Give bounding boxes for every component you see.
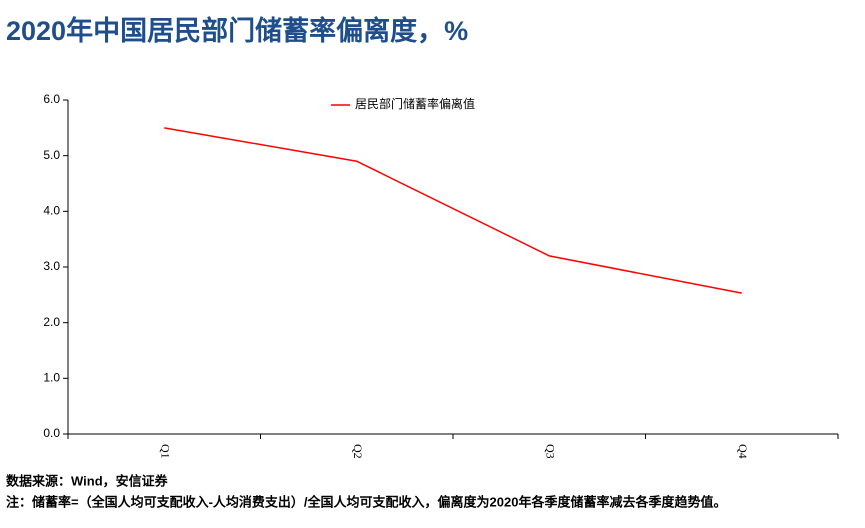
series-line — [164, 127, 742, 294]
x-tick-label: Q2 — [351, 444, 365, 459]
x-tick-label: Q3 — [544, 444, 558, 459]
chart-title: 2020年中国居民部门储蓄率偏离度，% — [6, 15, 468, 46]
y-tick-label: 2.0 — [43, 315, 60, 329]
x-tick-label: Q4 — [736, 444, 750, 459]
y-tick-label: 1.0 — [43, 371, 60, 385]
y-tick-label: 6.0 — [43, 92, 60, 106]
y-tick-label: 5.0 — [43, 148, 60, 162]
y-tick-label: 3.0 — [43, 259, 60, 273]
legend-label: 居民部门储蓄率偏离值 — [355, 96, 475, 111]
source: 数据来源：Wind，安信证券 — [6, 473, 169, 488]
y-tick-label: 0.0 — [43, 426, 60, 440]
y-tick-label: 4.0 — [43, 204, 60, 218]
note: 注：储蓄率=（全国人均可支配收入-人均消费支出）/全国人均可支配收入，偏离度为2… — [6, 494, 726, 509]
x-tick-label: Q1 — [159, 444, 173, 459]
